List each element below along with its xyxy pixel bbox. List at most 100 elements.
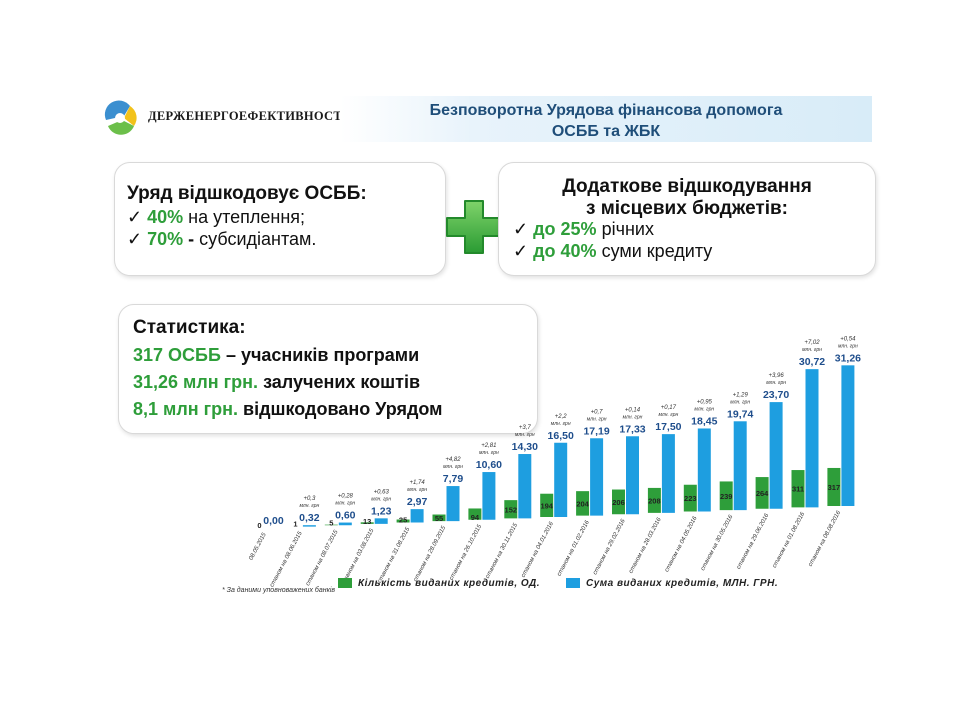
increment-unit-label: млн. грн [335,501,355,507]
sum-label: 17,19 [583,425,609,437]
logo-text: ДЕРЖЕНЕРГОЕФЕКТИВНОСТІ [148,109,348,123]
stats-text: відшкодовано Урядом [243,399,443,419]
category-tick-label: станом на 08.08.2016 [808,510,843,568]
count-bar [468,508,482,520]
count-label: 311 [792,485,804,494]
increment-unit-label: млн. грн [730,399,750,405]
count-label: 223 [684,494,697,503]
check-icon: ✓ [127,207,143,227]
sum-bar [769,402,783,509]
increment-label: +0,28 [338,494,354,500]
increment-label: +0,17 [661,405,677,411]
item-separator: - [188,229,195,249]
count-label: 13 [363,517,371,526]
count-bar [360,522,374,524]
left-box-item: ✓ 70% - субсидіантам. [127,229,367,250]
title-band [340,96,872,142]
stats-value: 317 ОСББ [133,345,221,365]
increment-unit-label: млн. грн [371,496,391,502]
sum-bar [554,442,568,517]
check-icon: ✓ [127,229,143,249]
count-label: 1 [293,520,297,529]
sum-label: 18,45 [691,415,717,427]
increment-label: +4,82 [445,457,461,463]
sum-label: 0,00 [263,515,284,527]
left-box-heading: Уряд відшкодовує ОСББ: [127,183,367,204]
increment-unit-label: млн. грн [766,380,786,386]
item-text: суми кредиту [601,241,713,261]
increment-label: +2,81 [481,443,496,449]
right-box-item: ✓ до 25% річних [513,219,712,240]
count-label: 204 [576,499,589,508]
increment-unit-label: млн. грн [551,421,571,427]
item-text: на утеплення; [188,207,306,227]
count-bar [324,524,338,526]
increment-label: +1,29 [733,392,749,398]
right-box-item: ✓ до 40% суми кредиту [513,241,712,262]
right-box-heading-2: з місцевих бюджетів: [586,198,788,219]
increment-label: +3,96 [769,373,785,379]
count-label: 208 [648,496,661,505]
logo-emblem-icon [103,100,137,135]
category-tick-label: станом на 01.08.2016 [772,511,807,569]
count-bar [683,484,697,512]
increment-label: +0,14 [625,407,641,413]
category-tick-label: станом на 31.08.2015 [377,526,412,584]
sum-label: 14,30 [512,441,538,453]
count-bar [755,477,769,509]
category-tick-label: станом на 28.03.2016 [628,516,663,574]
sum-label: 19,74 [727,408,753,420]
sum-bar [410,509,424,523]
increment-label: +2,2 [555,414,568,420]
category-tick-label: станом на 30.05.2016 [700,514,735,572]
increment-unit-label: млн. грн [623,414,643,420]
sum-bar [805,369,819,508]
category-tick-label: станом на 01.02.2016 [556,519,591,577]
item-text: річних [601,219,654,239]
count-bar [647,487,661,513]
count-label: 25 [399,516,407,525]
sum-label: 0,60 [335,510,356,522]
category-tick-label: станом на 29.06.2016 [736,512,771,570]
increment-unit-label: млн. грн [587,416,607,422]
count-bar [504,500,518,519]
sum-label: 16,50 [548,430,574,442]
increment-label: +3,7 [519,425,532,431]
count-bar [719,481,733,511]
count-bar [791,470,805,508]
increment-unit-label: млн. грн [802,347,822,353]
statistics-box: Статистика: 317 ОСББ – учасників програм… [118,304,538,434]
government-compensation-box: Уряд відшкодовує ОСББ: ✓ 40% на утепленн… [114,162,446,276]
sum-label: 17,50 [655,421,681,433]
stats-text: – учасників програми [225,345,420,365]
increment-label: +0,63 [374,489,390,495]
sum-label: 17,33 [619,423,645,435]
item-value: до 40% [533,241,597,261]
increment-label: +0,95 [697,399,713,405]
sum-label: 2,97 [407,496,428,508]
legend-label-sum: Сума виданих кредитів, МЛН. ГРН. [586,578,779,589]
stats-line: 31,26 млн грн. залучених коштів [133,372,442,393]
count-bar [396,519,410,523]
category-tick-label: 08.05.2015 [248,532,268,562]
right-box-heading-1: Додаткове відшкодування [562,176,812,197]
category-tick-label: станом на 08.07.2015 [305,529,340,587]
category-tick-label: станом на 29.02.2016 [592,518,627,576]
title-line-1: Безповоротна Урядова фінансова допомога [429,102,783,119]
sum-bar [338,522,352,526]
count-label: 152 [505,505,518,514]
sum-bar [626,436,639,515]
page-title: Безповоротна Урядова фінансова допомога … [340,100,872,142]
stats-value: 8,1 млн грн. [133,399,239,419]
category-tick-label: станом на 26.10.2015 [449,523,484,581]
sum-label: 23,70 [763,389,789,401]
count-bar [576,491,590,516]
item-value: 40% [147,207,184,227]
category-tick-label: станом на 08.06.2015 [269,530,304,588]
increment-label: +0,3 [303,496,316,502]
increment-label: +1,74 [410,480,426,486]
count-label: 194 [540,501,553,510]
sum-bar [446,486,460,522]
increment-unit-label: млн. грн [659,412,679,418]
